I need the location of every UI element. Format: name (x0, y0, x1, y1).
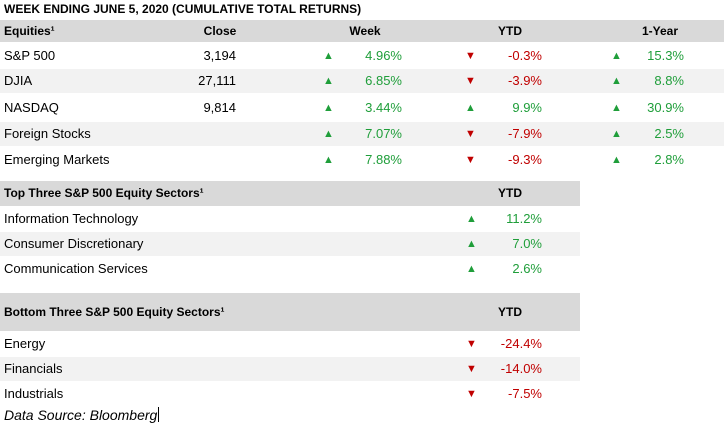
list-item: Information Technology ▲ 11.2% (0, 207, 580, 231)
sector-name: Industrials (4, 386, 64, 401)
equity-1year-return: 30.9% (647, 100, 684, 115)
list-item: Consumer Discretionary ▲ 7.0% (0, 232, 580, 256)
equities-header-name: Equities¹ (4, 24, 55, 38)
equity-name: Emerging Markets (4, 152, 110, 167)
table-row: DJIA 27,111 ▲ 6.85% ▼ -3.9% ▲ 8.8% (0, 69, 724, 93)
equity-week-return: 4.96% (365, 48, 402, 63)
equities-header-close: Close (203, 24, 237, 38)
equities-header-1year: 1-Year (641, 24, 679, 38)
up-triangle-icon: ▲ (466, 213, 477, 225)
sector-name: Information Technology (4, 211, 139, 226)
table-row: NASDAQ 9,814 ▲ 3.44% ▲ 9.9% ▲ 30.9% (0, 96, 724, 120)
list-item: Financials ▼ -14.0% (0, 357, 580, 381)
equity-name: DJIA (4, 73, 33, 88)
list-item: Communication Services ▲ 2.6% (0, 257, 580, 281)
sector-name: Communication Services (4, 261, 148, 276)
up-triangle-icon: ▲ (323, 128, 334, 140)
equity-close: 3,194 (203, 48, 236, 63)
sector-ytd-return: 2.6% (512, 261, 542, 276)
up-triangle-icon: ▲ (611, 154, 622, 166)
sector-name: Financials (4, 361, 63, 376)
equity-ytd-return: 9.9% (512, 100, 542, 115)
down-triangle-icon: ▼ (465, 75, 476, 87)
top-sectors-header-ytd: YTD (498, 186, 522, 200)
data-source-text: Data Source: Bloomberg (4, 407, 158, 423)
equities-header-row: Equities¹ Close Week YTD 1-Year (0, 20, 724, 42)
up-triangle-icon: ▲ (323, 75, 334, 87)
sector-ytd-return: -24.4% (500, 336, 542, 351)
data-source-note: Data Source: Bloomberg (4, 407, 160, 423)
equity-week-return: 7.07% (365, 126, 402, 141)
bottom-sectors-header-ytd: YTD (498, 305, 522, 319)
sector-ytd-return: 11.2% (506, 211, 542, 226)
equity-name: S&P 500 (4, 48, 56, 63)
down-triangle-icon: ▼ (466, 363, 477, 375)
sector-ytd-return: -7.5% (508, 386, 542, 401)
down-triangle-icon: ▼ (466, 388, 477, 400)
table-row: Foreign Stocks ▲ 7.07% ▼ -7.9% ▲ 2.5% (0, 122, 724, 146)
equities-header-week: Week (349, 24, 381, 38)
up-triangle-icon: ▲ (323, 154, 334, 166)
equity-1year-return: 2.5% (654, 126, 684, 141)
equity-1year-return: 2.8% (654, 152, 684, 167)
equity-ytd-return: -9.3% (508, 152, 542, 167)
up-triangle-icon: ▲ (466, 238, 477, 250)
equity-week-return: 3.44% (365, 100, 402, 115)
equity-week-return: 7.88% (365, 152, 402, 167)
equity-name: Foreign Stocks (4, 126, 91, 141)
up-triangle-icon: ▲ (611, 128, 622, 140)
equity-ytd-return: -7.9% (508, 126, 542, 141)
sector-ytd-return: 7.0% (512, 236, 542, 251)
sector-ytd-return: -14.0% (500, 361, 542, 376)
down-triangle-icon: ▼ (465, 154, 476, 166)
text-cursor (158, 407, 160, 422)
up-triangle-icon: ▲ (611, 102, 622, 114)
table-row: Emerging Markets ▲ 7.88% ▼ -9.3% ▲ 2.8% (0, 148, 724, 172)
list-item: Energy ▼ -24.4% (0, 332, 580, 356)
equities-header-ytd: YTD (498, 24, 522, 38)
equity-ytd-return: -3.9% (508, 73, 542, 88)
equity-week-return: 6.85% (365, 73, 402, 88)
equity-name: NASDAQ (4, 100, 59, 115)
top-sectors-header-row: Top Three S&P 500 Equity Sectors¹ YTD (0, 181, 580, 206)
report-title: WEEK ENDING JUNE 5, 2020 (CUMULATIVE TOT… (4, 2, 362, 16)
down-triangle-icon: ▼ (465, 128, 476, 140)
down-triangle-icon: ▼ (466, 338, 477, 350)
up-triangle-icon: ▲ (466, 263, 477, 275)
bottom-sectors-header-row: Bottom Three S&P 500 Equity Sectors¹ YTD (0, 293, 580, 331)
sector-name: Energy (4, 336, 46, 351)
bottom-sectors-header-name: Bottom Three S&P 500 Equity Sectors¹ (4, 305, 225, 319)
table-row: S&P 500 3,194 ▲ 4.96% ▼ -0.3% ▲ 15.3% (0, 44, 724, 68)
equity-close: 27,111 (198, 73, 236, 88)
up-triangle-icon: ▲ (465, 102, 476, 114)
equity-close: 9,814 (203, 100, 236, 115)
up-triangle-icon: ▲ (323, 50, 334, 62)
up-triangle-icon: ▲ (611, 75, 622, 87)
up-triangle-icon: ▲ (323, 102, 334, 114)
equity-1year-return: 8.8% (654, 73, 684, 88)
list-item: Industrials ▼ -7.5% (0, 382, 580, 406)
equity-1year-return: 15.3% (647, 48, 684, 63)
down-triangle-icon: ▼ (465, 50, 476, 62)
equity-ytd-return: -0.3% (508, 48, 542, 63)
sector-name: Consumer Discretionary (4, 236, 144, 251)
up-triangle-icon: ▲ (611, 50, 622, 62)
top-sectors-header-name: Top Three S&P 500 Equity Sectors¹ (4, 186, 204, 200)
